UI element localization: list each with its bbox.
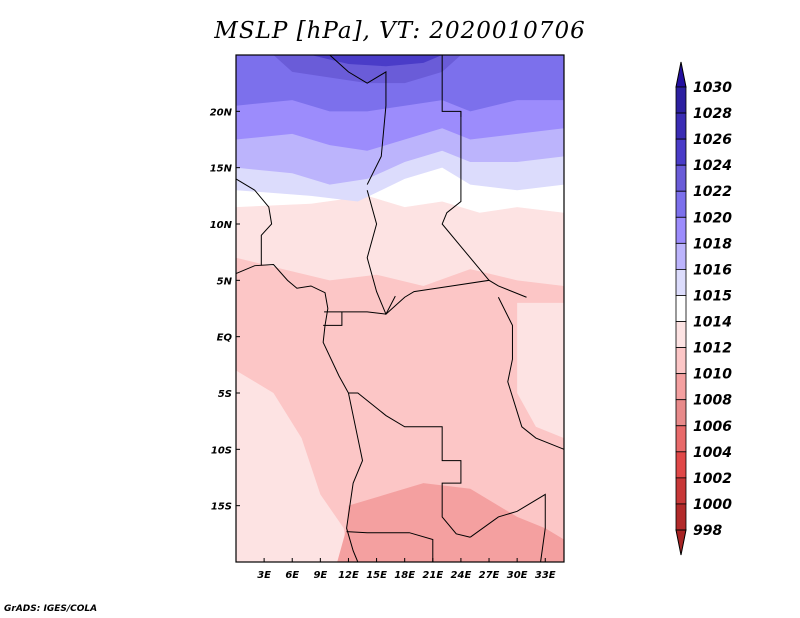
map-frame [235, 54, 565, 563]
lat-tick-label: 5S [218, 389, 232, 400]
lon-tick-label: 30E [507, 570, 528, 581]
colorbar-label: 1028 [693, 106, 732, 122]
lon-tick-label: 6E [285, 570, 299, 581]
colorbar-label: 1026 [693, 132, 732, 148]
border-angola-namibia [346, 531, 434, 562]
colorbar-label: 1014 [693, 315, 732, 331]
border-niger-chad [329, 54, 387, 185]
colorbar-lower-arrow [675, 529, 687, 556]
colorbar-label: 1020 [693, 210, 732, 226]
colorbar-segment [675, 242, 687, 270]
colorbar-label: 1010 [693, 367, 732, 383]
border-chad-sudan [441, 111, 490, 281]
lat-tick-label: 5N [217, 276, 233, 287]
lon-tick-label: 3E [257, 570, 271, 581]
colorbar-label: 1016 [693, 262, 732, 278]
colorbar-segment [675, 321, 687, 348]
lon-tick-label: 12E [338, 570, 359, 581]
colorbar-segment [675, 164, 687, 192]
colorbar-label: 1006 [693, 419, 732, 435]
colorbar-segment [675, 347, 687, 375]
colorbar-segment [675, 451, 687, 479]
border-benin [235, 178, 273, 266]
colorbar-segment [675, 477, 687, 505]
colorbar-label: 1004 [693, 445, 732, 461]
lon-tick-label: 33E [535, 570, 556, 581]
colorbar-segment [675, 138, 687, 166]
pressure-field-1024-1026 [310, 55, 443, 67]
chart-title: MSLP [hPa], VT: 2020010706 [214, 18, 586, 44]
colorbar-label: 1015 [693, 288, 732, 304]
border-central-africa [366, 190, 527, 315]
colorbar-label: 1030 [693, 80, 732, 96]
pressure-field-1012-1014-east [517, 302, 564, 439]
coastline [235, 264, 364, 563]
colorbar-upper-arrow [675, 61, 687, 88]
border-cameroon-gabon [324, 295, 396, 315]
colorbar-segment [675, 425, 687, 453]
colorbar-segment [675, 190, 687, 218]
border-zambia-zimbabwe [469, 493, 546, 563]
lon-tick-label: 9E [313, 570, 327, 581]
lon-tick-label: 24E [451, 570, 472, 581]
colorbar-segment [675, 373, 687, 401]
pressure-field-1008-1010 [337, 483, 564, 562]
grads-credit: GrADS: IGES/COLA [4, 604, 98, 614]
border-east [497, 297, 565, 450]
lat-tick-label: EQ [217, 333, 233, 344]
colorbar-segment [675, 112, 687, 140]
lat-tick-label: 15S [211, 502, 232, 513]
lon-tick-label: 18E [394, 570, 415, 581]
lat-tick-label: 20N [210, 107, 233, 118]
colorbar-label: 1000 [693, 497, 732, 513]
colorbar-label: 998 [693, 523, 722, 539]
colorbar-label: 1002 [693, 471, 732, 487]
colorbar-segment [675, 295, 687, 322]
colorbar-label: 1024 [693, 158, 732, 174]
colorbar-label: 1012 [693, 341, 732, 357]
colorbar-segment [675, 216, 687, 244]
pressure-field-1012-1014-ocean [236, 370, 349, 562]
lat-tick-label: 10N [210, 220, 233, 231]
colorbar-label: 1018 [693, 236, 732, 252]
colorbar-segment [675, 399, 687, 427]
colorbar-label: 1022 [693, 184, 732, 200]
lon-tick-label: 21E [422, 570, 443, 581]
colorbar-label: 1008 [693, 393, 732, 409]
colorbar-segment [675, 86, 687, 114]
colorbar-segment [675, 503, 687, 531]
lat-tick-label: 15N [210, 164, 233, 175]
lon-tick-label: 27E [479, 570, 500, 581]
border-angola-drc-zambia [348, 392, 471, 538]
lon-tick-label: 15E [366, 570, 387, 581]
colorbar-segment [675, 269, 687, 296]
border-eq-guinea [323, 311, 343, 326]
lat-tick-label: 10S [211, 445, 232, 456]
